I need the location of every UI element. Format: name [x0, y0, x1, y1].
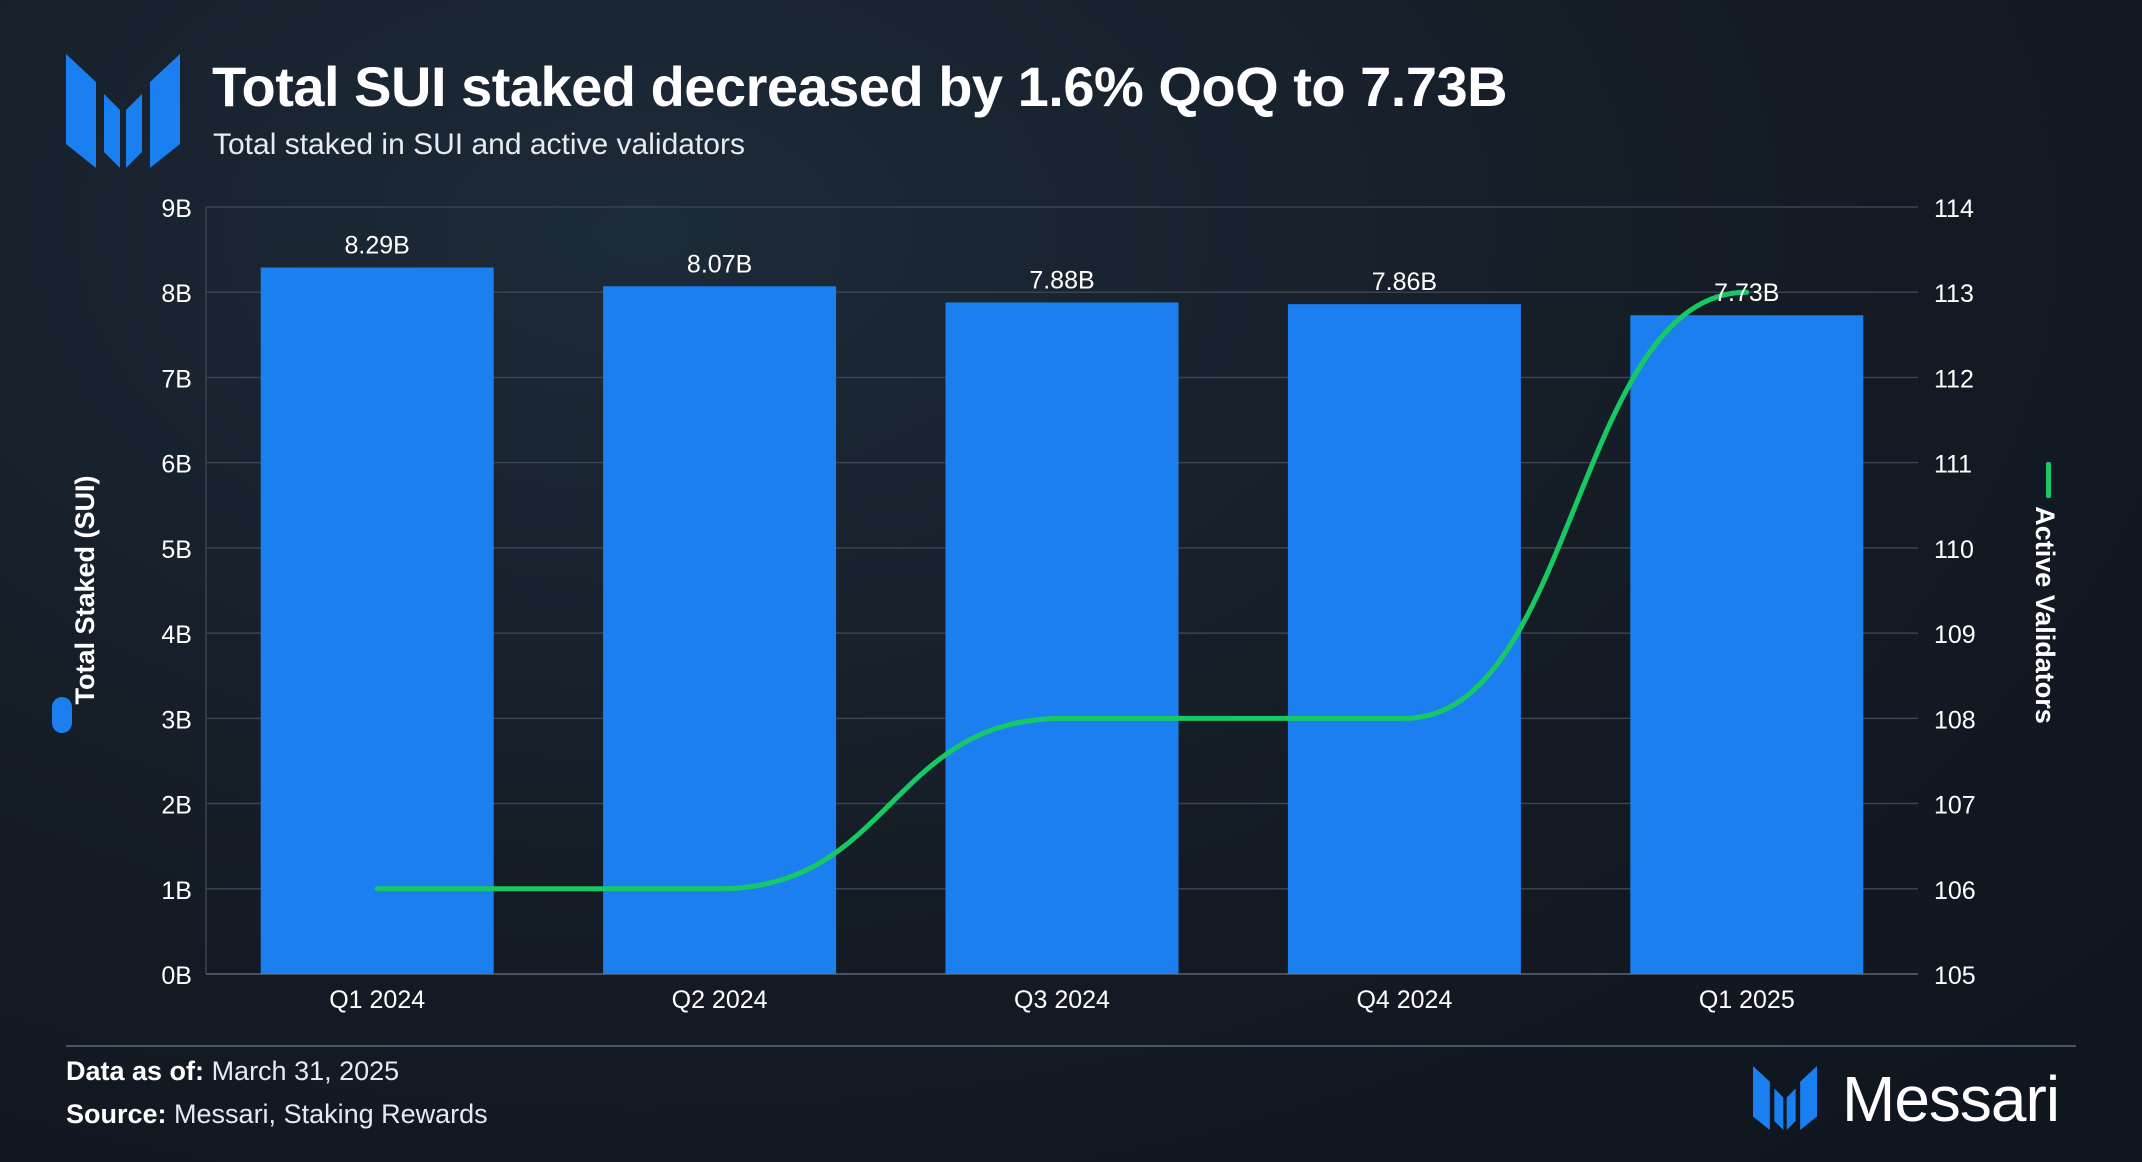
bars [260, 267, 1864, 975]
bar [603, 286, 837, 974]
bar-data-label: 7.73B [1714, 279, 1779, 307]
y-right-tick-label: 114 [1934, 195, 1974, 223]
y-left-axis-title: Total Staked (SUI) [70, 475, 100, 704]
bar [1630, 315, 1864, 975]
page-subtitle: Total staked in SUI and active validator… [213, 128, 745, 161]
y-right-tick-label: 112 [1934, 365, 1974, 393]
y-left-tick-label: 8B [161, 280, 192, 308]
data-as-of-label: Data as of: [66, 1056, 205, 1086]
data-as-of-value: March 31, 2025 [211, 1056, 400, 1086]
x-tick-label: Q1 2024 [329, 986, 425, 1014]
source-value: Messari, Staking Rewards [174, 1099, 488, 1129]
y-left-tick-label: 6B [161, 451, 192, 479]
y-right-axis-title-group: Active Validators [2030, 506, 2060, 724]
source: Source: Messari, Staking Rewards [66, 1099, 488, 1130]
y-right-tick-label: 106 [1934, 877, 1976, 905]
bar-data-label: 8.07B [687, 250, 752, 278]
legend-swatch-validators [2046, 462, 2051, 498]
bar [1287, 304, 1521, 974]
y-right-tick-label: 111 [1934, 451, 1972, 479]
y-right-tick-label: 113 [1934, 280, 1974, 308]
y-right-tick-label: 107 [1934, 792, 1976, 820]
messari-logo-icon [66, 54, 180, 168]
bar [260, 267, 494, 974]
footer-divider [66, 1045, 2076, 1047]
y-left-tick-label: 0B [161, 962, 192, 990]
x-tick-label: Q4 2024 [1356, 986, 1452, 1014]
labels: 0B 1B 2B 3B 4B 5B 6B 7B 8B 9B 105 106 107 108 109 110 11… [52, 195, 2060, 1014]
bar [945, 302, 1179, 975]
y-left-tick-label: 1B [161, 877, 192, 905]
bar-data-label: 8.29B [345, 232, 410, 260]
data-as-of: Data as of: March 31, 2025 [66, 1056, 399, 1087]
brand: Messari [1752, 1062, 2082, 1136]
y-right-tick-label: 105 [1934, 962, 1976, 990]
y-right-tick-label: 109 [1934, 621, 1976, 649]
y-left-tick-label: 3B [161, 706, 192, 734]
x-tick-label: Q2 2024 [672, 986, 768, 1014]
validators-line-layer [374, 289, 1750, 892]
y-right-tick-label: 108 [1934, 706, 1976, 734]
y-right-tick-label: 110 [1934, 536, 1974, 564]
y-left-axis-title-group: Total Staked (SUI) [70, 475, 100, 704]
x-tick-label: Q1 2025 [1699, 986, 1795, 1014]
y-left-tick-label: 7B [161, 365, 192, 393]
bar-data-label: 7.86B [1372, 268, 1437, 296]
messari-brand-icon [1753, 1066, 1817, 1130]
validators-line [374, 289, 1750, 892]
y-left-tick-label: 9B [161, 195, 192, 223]
x-tick-label: Q3 2024 [1014, 986, 1110, 1014]
bar-data-label: 7.88B [1029, 266, 1094, 294]
page-title: Total SUI staked decreased by 1.6% QoQ t… [212, 55, 1508, 118]
source-label: Source: [66, 1099, 167, 1129]
brand-name: Messari [1842, 1063, 2060, 1135]
y-left-tick-label: 5B [161, 536, 192, 564]
legend-swatch-staked [52, 697, 72, 733]
y-right-axis-title: Active Validators [2030, 506, 2060, 724]
y-left-tick-label: 4B [161, 621, 192, 649]
y-left-tick-label: 2B [161, 792, 192, 820]
